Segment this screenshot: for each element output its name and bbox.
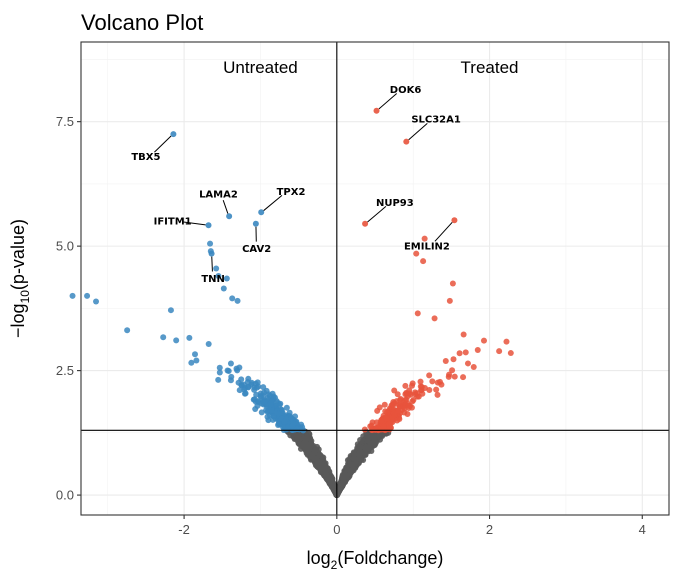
chart-title: Volcano Plot xyxy=(81,10,203,35)
